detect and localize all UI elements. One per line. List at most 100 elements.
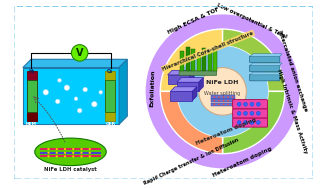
FancyBboxPatch shape [250,65,280,72]
Circle shape [227,104,229,105]
FancyBboxPatch shape [26,113,37,121]
Ellipse shape [35,138,106,166]
Text: O₂: O₂ [107,69,113,74]
Circle shape [244,111,248,115]
Text: H₂: H₂ [29,69,35,74]
Circle shape [218,96,220,98]
Circle shape [64,85,70,91]
Circle shape [218,100,220,102]
FancyBboxPatch shape [208,51,212,71]
Circle shape [99,91,103,94]
Circle shape [56,148,58,150]
FancyBboxPatch shape [186,47,190,71]
Circle shape [250,121,254,125]
Polygon shape [170,91,192,101]
Polygon shape [170,87,197,91]
Circle shape [56,155,58,157]
FancyBboxPatch shape [26,71,37,121]
Circle shape [227,96,229,98]
Polygon shape [250,63,282,66]
Text: Heteroatom doping: Heteroatom doping [212,146,273,178]
Circle shape [43,90,48,95]
Circle shape [80,152,83,154]
FancyBboxPatch shape [191,49,195,71]
Circle shape [214,104,215,105]
Text: High Intrinsic & Mass Activity: High Intrinsic & Mass Activity [276,69,308,154]
Circle shape [223,96,224,98]
FancyBboxPatch shape [179,71,217,75]
Circle shape [237,111,241,115]
Text: HEM: HEM [26,122,37,126]
Circle shape [232,104,233,105]
Circle shape [72,152,74,154]
Circle shape [72,155,74,157]
Polygon shape [119,59,127,124]
Circle shape [223,100,224,102]
Circle shape [256,102,260,106]
FancyBboxPatch shape [233,100,267,109]
FancyBboxPatch shape [105,80,115,112]
Text: NiFe LDH: NiFe LDH [206,80,239,85]
Text: Low overpotential & Tafel: Low overpotential & Tafel [216,2,288,39]
Polygon shape [190,70,194,84]
Circle shape [55,99,60,104]
Circle shape [250,102,254,106]
Circle shape [177,46,268,137]
Text: Heteroatom doping: Heteroatom doping [195,117,257,146]
Polygon shape [177,78,203,82]
Circle shape [256,111,260,115]
FancyBboxPatch shape [211,103,234,106]
Circle shape [89,155,91,157]
Circle shape [77,108,82,113]
Circle shape [80,155,83,157]
FancyBboxPatch shape [211,99,234,102]
Circle shape [218,104,220,105]
Circle shape [199,67,247,115]
Polygon shape [250,72,282,75]
Circle shape [146,14,300,168]
Circle shape [56,152,58,154]
Polygon shape [168,75,190,84]
FancyBboxPatch shape [233,109,267,118]
FancyBboxPatch shape [197,53,200,71]
FancyBboxPatch shape [105,71,115,121]
FancyBboxPatch shape [214,49,217,71]
Circle shape [47,148,50,150]
Circle shape [89,152,91,154]
Text: Hierarchical Core-shell structure: Hierarchical Core-shell structure [162,30,254,72]
Circle shape [232,100,233,102]
Polygon shape [250,54,282,57]
Circle shape [232,96,233,98]
Circle shape [250,111,254,115]
Circle shape [237,121,241,125]
Circle shape [256,121,260,125]
Circle shape [74,97,78,101]
Circle shape [64,148,66,150]
Wedge shape [160,29,223,91]
Polygon shape [177,82,199,91]
Circle shape [64,155,66,157]
FancyBboxPatch shape [211,95,234,99]
Polygon shape [168,70,194,75]
FancyBboxPatch shape [233,118,267,127]
Circle shape [223,104,224,105]
Circle shape [83,87,87,92]
Circle shape [244,102,248,106]
Text: Intercalated anion exchange: Intercalated anion exchange [277,30,308,112]
Text: NiFe LDH catalyst: NiFe LDH catalyst [44,167,97,172]
Text: Water splitting: Water splitting [204,91,241,96]
Circle shape [58,79,61,82]
Polygon shape [23,59,127,67]
FancyBboxPatch shape [26,80,37,112]
Text: High ECSA & TOF: High ECSA & TOF [167,7,220,35]
Text: OER: OER [106,122,116,126]
Wedge shape [160,91,223,154]
Circle shape [214,96,215,98]
Text: V: V [76,48,83,58]
Circle shape [72,148,74,150]
Circle shape [237,102,241,106]
Circle shape [80,148,83,150]
Circle shape [64,152,66,154]
FancyBboxPatch shape [181,51,184,71]
Circle shape [92,101,97,107]
